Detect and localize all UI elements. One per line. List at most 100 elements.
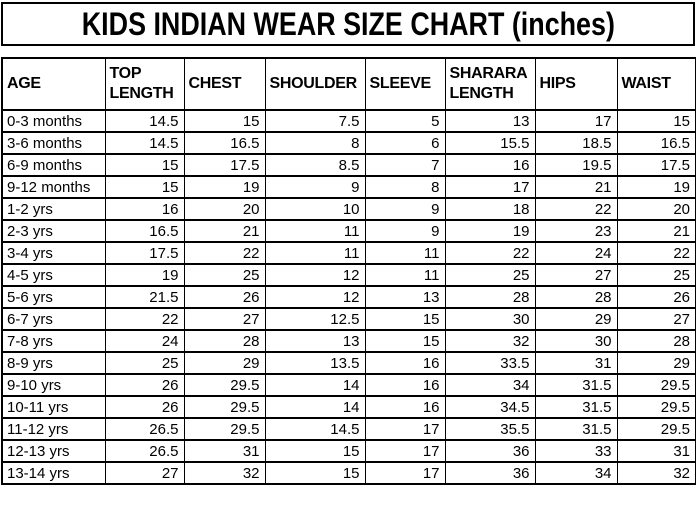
value-cell: 29.5 xyxy=(183,417,266,441)
value-cell: 27 xyxy=(104,461,185,485)
col-header-shoulder: SHOULDER xyxy=(264,57,366,111)
value-cell: 21 xyxy=(534,175,618,199)
value-cell: 20 xyxy=(616,197,696,221)
value-cell: 34 xyxy=(534,461,618,485)
table-row: 9-12 months 15 19 9 8 17 21 19 xyxy=(1,175,696,199)
value-cell: 24 xyxy=(104,329,185,353)
value-cell: 19 xyxy=(183,175,266,199)
chart-title: KIDS INDIAN WEAR SIZE CHART (inches) xyxy=(81,5,615,42)
value-cell: 34.5 xyxy=(444,395,536,419)
age-cell: 7-8 yrs xyxy=(1,329,106,353)
value-cell: 15 xyxy=(364,307,446,331)
value-cell: 10 xyxy=(264,197,366,221)
value-cell: 25 xyxy=(104,351,185,375)
size-table: AGE TOP LENGTH CHEST SHOULDER SLEEVE SHARARA … xyxy=(1,57,696,485)
value-cell: 12 xyxy=(264,263,366,287)
value-cell: 17 xyxy=(364,417,446,441)
value-cell: 8 xyxy=(364,175,446,199)
age-cell: 4-5 yrs xyxy=(1,263,106,287)
value-cell: 30 xyxy=(534,329,618,353)
value-cell: 33.5 xyxy=(444,351,536,375)
value-cell: 14.5 xyxy=(104,131,185,155)
value-cell: 25 xyxy=(444,263,536,287)
value-cell: 15 xyxy=(264,461,366,485)
age-cell: 2-3 yrs xyxy=(1,219,106,243)
value-cell: 36 xyxy=(444,461,536,485)
value-cell: 21 xyxy=(616,219,696,243)
value-cell: 22 xyxy=(616,241,696,265)
value-cell: 17.5 xyxy=(183,153,266,177)
value-cell: 15 xyxy=(264,439,366,463)
value-cell: 26.5 xyxy=(104,417,185,441)
value-cell: 15 xyxy=(104,153,185,177)
value-cell: 19.5 xyxy=(534,153,618,177)
value-cell: 29.5 xyxy=(183,395,266,419)
value-cell: 13.5 xyxy=(264,351,366,375)
value-cell: 11 xyxy=(264,219,366,243)
value-cell: 18 xyxy=(444,197,536,221)
value-cell: 15 xyxy=(364,329,446,353)
table-row: 5-6 yrs 21.5 26 12 13 28 28 26 xyxy=(1,285,696,309)
value-cell: 6 xyxy=(364,131,446,155)
value-cell: 5 xyxy=(364,109,446,133)
col-header-age: AGE xyxy=(1,57,106,111)
value-cell: 8 xyxy=(264,131,366,155)
age-cell: 9-10 yrs xyxy=(1,373,106,397)
value-cell: 22 xyxy=(183,241,266,265)
value-cell: 21.5 xyxy=(104,285,185,309)
col-header-sleeve: SLEEVE xyxy=(364,57,446,111)
value-cell: 7 xyxy=(364,153,446,177)
age-cell: 6-9 months xyxy=(1,153,106,177)
value-cell: 9 xyxy=(264,175,366,199)
value-cell: 28 xyxy=(183,329,266,353)
value-cell: 26 xyxy=(104,395,185,419)
value-cell: 18.5 xyxy=(534,131,618,155)
value-cell: 29.5 xyxy=(616,373,696,397)
value-cell: 29 xyxy=(534,307,618,331)
value-cell: 22 xyxy=(444,241,536,265)
chart-title-box: KIDS INDIAN WEAR SIZE CHART (inches) xyxy=(1,2,695,46)
value-cell: 13 xyxy=(364,285,446,309)
value-cell: 32 xyxy=(616,461,696,485)
table-row: 1-2 yrs 16 20 10 9 18 22 20 xyxy=(1,197,696,221)
age-cell: 8-9 yrs xyxy=(1,351,106,375)
value-cell: 26.5 xyxy=(104,439,185,463)
value-cell: 29.5 xyxy=(183,373,266,397)
age-cell: 3-4 yrs xyxy=(1,241,106,265)
value-cell: 11 xyxy=(364,263,446,287)
value-cell: 19 xyxy=(616,175,696,199)
value-cell: 17 xyxy=(364,439,446,463)
value-cell: 14 xyxy=(264,395,366,419)
value-cell: 32 xyxy=(183,461,266,485)
value-cell: 15.5 xyxy=(444,131,536,155)
age-cell: 5-6 yrs xyxy=(1,285,106,309)
value-cell: 23 xyxy=(534,219,618,243)
table-row: 7-8 yrs 24 28 13 15 32 30 28 xyxy=(1,329,696,353)
table-row: 8-9 yrs 25 29 13.5 16 33.5 31 29 xyxy=(1,351,696,375)
age-cell: 0-3 months xyxy=(1,109,106,133)
value-cell: 15 xyxy=(183,109,266,133)
age-cell: 10-11 yrs xyxy=(1,395,106,419)
value-cell: 15 xyxy=(616,109,696,133)
value-cell: 17.5 xyxy=(104,241,185,265)
value-cell: 13 xyxy=(264,329,366,353)
table-row: 0-3 months 14.5 15 7.5 5 13 17 15 xyxy=(1,109,696,133)
value-cell: 28 xyxy=(616,329,696,353)
value-cell: 27 xyxy=(534,263,618,287)
value-cell: 29.5 xyxy=(616,395,696,419)
value-cell: 17.5 xyxy=(616,153,696,177)
table-row: 10-11 yrs 26 29.5 14 16 34.5 31.5 29.5 xyxy=(1,395,696,419)
col-header-top-length: TOP LENGTH xyxy=(104,57,185,111)
value-cell: 35.5 xyxy=(444,417,536,441)
table-row: 9-10 yrs 26 29.5 14 16 34 31.5 29.5 xyxy=(1,373,696,397)
table-row: 12-13 yrs 26.5 31 15 17 36 33 31 xyxy=(1,439,696,463)
value-cell: 32 xyxy=(444,329,536,353)
value-cell: 15 xyxy=(104,175,185,199)
value-cell: 31 xyxy=(616,439,696,463)
value-cell: 8.5 xyxy=(264,153,366,177)
value-cell: 28 xyxy=(534,285,618,309)
value-cell: 34 xyxy=(444,373,536,397)
value-cell: 12 xyxy=(264,285,366,309)
col-header-sharara-length: SHARARA LENGTH xyxy=(444,57,536,111)
